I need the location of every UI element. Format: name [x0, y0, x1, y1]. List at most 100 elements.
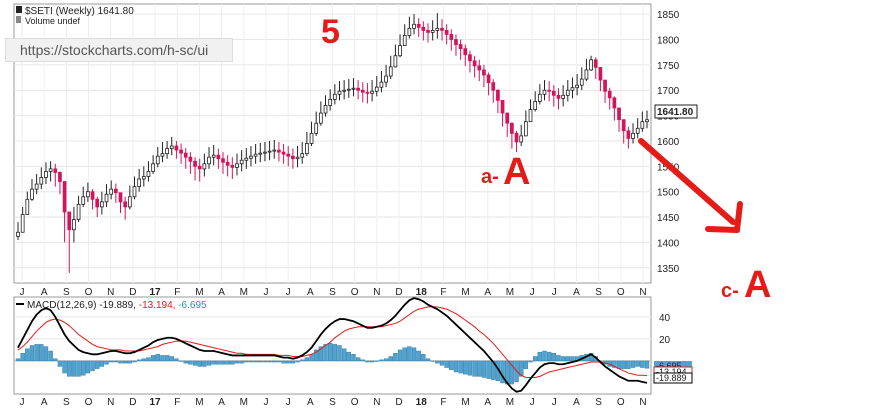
- macd-hist-bar: [174, 358, 179, 362]
- macd-hist-bar: [62, 360, 67, 374]
- candle-up: [524, 121, 528, 137]
- candle-up: [570, 87, 575, 91]
- macd-hist-bar: [644, 360, 650, 369]
- url-bar[interactable]: https://stockcharts.com/h-sc/ui: [5, 38, 233, 62]
- macd-x-tick: M: [461, 397, 469, 408]
- macd-x-tick: O: [617, 397, 625, 408]
- candle-up: [100, 201, 104, 208]
- macd-x-tick: O: [351, 397, 359, 408]
- macd-hist-bar: [48, 350, 53, 362]
- candle-up: [272, 149, 277, 152]
- candle-down: [421, 26, 426, 31]
- price-y-tick: 1350: [657, 264, 680, 275]
- macd-hist-bar: [374, 360, 379, 362]
- candle-up: [565, 89, 570, 96]
- candle-up: [235, 163, 239, 168]
- macd-legend: MACD(12,26,9) -19.889, -13.194, -6.695: [27, 300, 207, 311]
- candle-up: [533, 100, 538, 110]
- macd-legend-signal: -13.194,: [139, 300, 176, 311]
- last-price-box: [654, 104, 698, 119]
- macd-hist-bar: [332, 344, 338, 362]
- candle-down: [426, 29, 430, 33]
- candle-up: [169, 145, 174, 149]
- macd-hist-bar: [95, 360, 100, 369]
- volume-label: Volume undef: [25, 16, 81, 26]
- price-x-tick: A: [307, 287, 314, 298]
- candle-up: [207, 156, 211, 165]
- candle-down: [360, 89, 365, 93]
- candle-up: [305, 143, 309, 155]
- candle-up: [589, 59, 593, 71]
- macd-hist-bar: [542, 350, 547, 362]
- price-x-tick: O: [617, 287, 625, 298]
- candle-up: [16, 231, 20, 237]
- macd-hist-bar: [323, 344, 328, 362]
- candle-down: [188, 156, 193, 162]
- price-x-tick: J: [263, 287, 268, 298]
- macd-y-tick: 40: [659, 313, 671, 324]
- macd-hist-bar: [272, 360, 277, 363]
- macd-hist-bar: [314, 349, 319, 362]
- macd-hist-bar: [640, 360, 645, 368]
- macd-hist-bar: [318, 346, 324, 362]
- price-x-tick: J: [552, 287, 557, 298]
- macd-hist-bar: [127, 360, 133, 364]
- price-x-tick: M: [506, 287, 514, 298]
- macd-x-tick: A: [41, 397, 48, 408]
- macd-x-tick: J: [263, 397, 268, 408]
- candle-down: [514, 132, 519, 143]
- macd-hist-bar: [85, 360, 91, 374]
- macd-hist-bar: [630, 360, 636, 368]
- price-candles: [16, 13, 649, 273]
- candle-down: [221, 158, 225, 163]
- candle-down: [612, 97, 617, 109]
- candle-up: [244, 157, 249, 161]
- macd-panel-frame: [13, 296, 652, 395]
- macd-hist-bar: [421, 354, 426, 362]
- macd-hist-bar: [164, 355, 170, 362]
- macd-hist-bar: [570, 356, 575, 362]
- macd-x-tick: J: [552, 397, 557, 408]
- macd-hist-bar: [34, 344, 39, 362]
- price-x-tick: D: [395, 287, 402, 298]
- volume-bars-icon: [16, 16, 21, 23]
- candle-down: [225, 161, 230, 166]
- candle-up: [631, 132, 635, 139]
- candle-down: [365, 91, 370, 94]
- macd-hist-bar: [379, 359, 384, 362]
- candle-down: [356, 87, 360, 91]
- candle-down: [551, 90, 556, 96]
- candle-up: [295, 156, 300, 160]
- candle-up: [351, 87, 356, 90]
- macd-hist-bar: [281, 360, 286, 364]
- macd-hist-bar: [346, 351, 351, 362]
- macd-hist-bar: [178, 360, 184, 362]
- candle-up: [388, 66, 393, 77]
- macd-hist-bar: [169, 356, 174, 362]
- macd-hist-bar: [560, 356, 566, 362]
- macd-hist-bar: [393, 353, 398, 362]
- candle-up: [81, 196, 86, 205]
- candle-up: [346, 88, 351, 91]
- candle-up: [309, 132, 314, 144]
- macd-hist-bar: [416, 350, 421, 362]
- macd-hist-box: [654, 361, 692, 371]
- price-y-tick: 1450: [657, 213, 680, 224]
- price-y-tick: 1600: [657, 137, 680, 148]
- macd-hist-bar: [253, 360, 258, 363]
- candle-down: [216, 154, 221, 160]
- macd-hist-bar: [472, 360, 477, 377]
- macd-x-axis: J A S O N D 17 F M A M J J A S O N D 18 F M A M J J A S O N: [20, 397, 647, 408]
- candle-up: [398, 45, 402, 57]
- candle-down: [477, 65, 482, 71]
- price-x-tick: M: [195, 287, 203, 298]
- macd-x-tick: N: [107, 397, 114, 408]
- macd-hist-bar: [430, 360, 435, 362]
- macd-hist-bar: [565, 356, 570, 362]
- candle-up: [370, 90, 374, 94]
- macd-hist-bar: [444, 360, 449, 368]
- candle-down: [486, 74, 491, 84]
- candle-up: [318, 112, 323, 124]
- macd-hist-bar: [57, 360, 63, 367]
- price-y-tick: 1700: [657, 86, 680, 97]
